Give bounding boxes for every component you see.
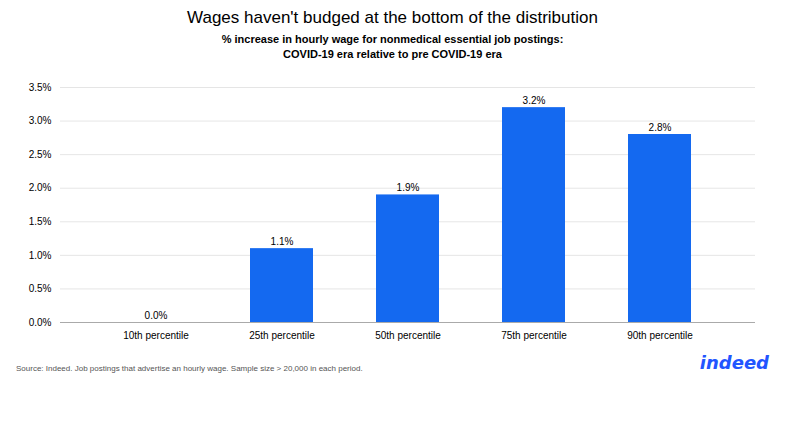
svg-text:1.5%: 1.5% — [29, 216, 52, 227]
svg-text:0.0%: 0.0% — [29, 316, 52, 327]
svg-text:25th percentile: 25th percentile — [249, 329, 315, 340]
html-text:indeed: indeed — [699, 351, 769, 373]
svg-text:0.0%: 0.0% — [145, 309, 168, 320]
svg-text:2.0%: 2.0% — [29, 182, 52, 193]
svg-text:1.9%: 1.9% — [397, 182, 420, 193]
svg-text:2.8%: 2.8% — [649, 121, 672, 132]
html-text:% increase in hourly wage for: % increase in hourly wage for nonmedical… — [221, 33, 564, 45]
html-text:Wages haven't budged at the bo: Wages haven't budged at the bottom of th… — [187, 8, 598, 27]
svg-text:3.5%: 3.5% — [29, 81, 52, 92]
svg-text:1.1%: 1.1% — [271, 235, 294, 246]
svg-text:1.0%: 1.0% — [29, 249, 52, 260]
svg-text:0.5%: 0.5% — [29, 283, 52, 294]
svg-text:2.5%: 2.5% — [29, 149, 52, 160]
svg-text:3.2%: 3.2% — [523, 94, 546, 105]
svg-text:10th percentile: 10th percentile — [123, 329, 189, 340]
svg-text:3.0%: 3.0% — [29, 115, 52, 126]
svg-text:75th percentile: 75th percentile — [501, 329, 567, 340]
html-text:COVID-19 era relative to pre C: COVID-19 era relative to pre COVID-19 er… — [283, 48, 502, 61]
svg-text:90th percentile: 90th percentile — [627, 329, 693, 340]
svg-text:50th percentile: 50th percentile — [375, 329, 441, 340]
html-text:Source: Indeed. Job postings t: Source: Indeed. Job postings that advert… — [16, 363, 363, 373]
